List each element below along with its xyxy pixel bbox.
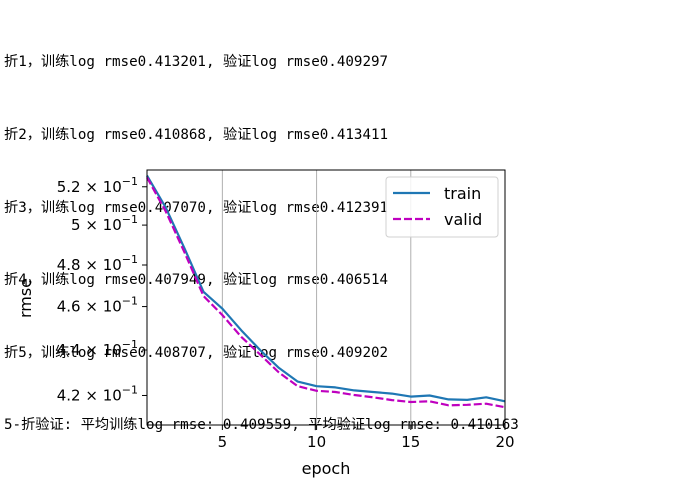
y-tick-label: 4.4 × 10−1 bbox=[57, 338, 138, 359]
x-axis-label: epoch bbox=[302, 459, 351, 478]
fold-1-log-line: 折1，训练log rmse0.413201, 验证log rmse0.40929… bbox=[4, 54, 389, 71]
fold-2-log-line: 折2，训练log rmse0.410868, 验证log rmse0.41341… bbox=[4, 127, 389, 143]
x-tick-label: 15 bbox=[401, 433, 420, 451]
y-tick-label: 4.6 × 10−1 bbox=[57, 295, 138, 316]
chart-series bbox=[146, 175, 506, 409]
chart-legend: train valid bbox=[385, 176, 499, 238]
y-axis-label: rmse bbox=[16, 278, 35, 318]
y-tick-label: 4.8 × 10−1 bbox=[57, 253, 138, 274]
x-tick-label: 5 bbox=[218, 433, 228, 451]
fold-4-log-line: 折4，训练log rmse0.407949, 验证log rmse0.40651… bbox=[4, 272, 389, 289]
legend-train-label: train bbox=[444, 184, 481, 203]
fold-3-log-line: 折3，训练log rmse0.407070, 验证log rmse0.41239… bbox=[4, 199, 389, 216]
fold-5-log-line: 折5，训练log rmse0.408707, 验证log rmse0.40920… bbox=[4, 344, 389, 361]
x-axis-ticks: 5 10 15 20 bbox=[218, 425, 515, 451]
legend-valid-label: valid bbox=[444, 210, 482, 229]
training-log-output: 折1，训练log rmse0.413201, 验证log rmse0.40929… bbox=[4, 2, 519, 462]
train-series-line bbox=[146, 175, 506, 403]
x-tick-label: 10 bbox=[307, 433, 326, 451]
y-axis-ticks: 5.2 × 10−1 5 × 10−1 4.8 × 10−1 4.6 × 10−1 4.… bbox=[57, 175, 147, 404]
plot-frame bbox=[146, 169, 506, 426]
x-tick-label: 20 bbox=[495, 433, 514, 451]
y-tick-label: 5.2 × 10−1 bbox=[57, 175, 138, 196]
y-tick-label: 5 × 10−1 bbox=[71, 213, 138, 234]
y-tick-label: 4.2 × 10−1 bbox=[57, 383, 138, 404]
average-summary-line: 5-折验证: 平均训练log rmse: 0.409559, 平均验证log r… bbox=[4, 417, 519, 434]
valid-series-line bbox=[146, 176, 506, 409]
